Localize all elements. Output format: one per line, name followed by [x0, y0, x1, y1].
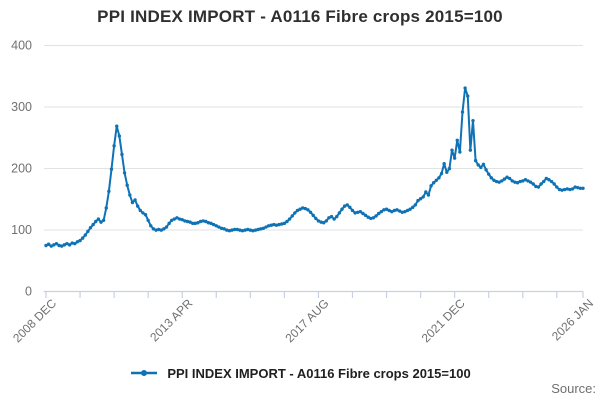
- svg-text:100: 100: [11, 223, 32, 237]
- chart-title: PPI INDEX IMPORT - A0116 Fibre crops 201…: [97, 7, 503, 26]
- series-point-markers: [44, 86, 585, 248]
- x-axis: [43, 290, 584, 298]
- svg-text:2021 DEC: 2021 DEC: [419, 296, 468, 345]
- svg-text:0: 0: [25, 285, 32, 299]
- svg-text:400: 400: [11, 39, 32, 53]
- legend-series-label: PPI INDEX IMPORT - A0116 Fibre crops 201…: [167, 365, 471, 381]
- y-axis-tick-labels: 0 100 200 300 400: [11, 39, 32, 299]
- svg-text:2026 JAN: 2026 JAN: [549, 296, 596, 343]
- svg-text:2013 APR: 2013 APR: [147, 296, 195, 344]
- legend: PPI INDEX IMPORT - A0116 Fibre crops 201…: [0, 363, 600, 383]
- source-label: Source:: [551, 381, 596, 396]
- svg-text:2008 DEC: 2008 DEC: [10, 296, 59, 345]
- gridlines: [44, 45, 583, 231]
- svg-text:200: 200: [11, 162, 32, 176]
- legend-line-marker-icon: [131, 370, 158, 376]
- x-axis-tick-labels: 2008 DEC 2013 APR 2017 AUG 2021 DEC 2026 JAN: [10, 296, 596, 345]
- line-chart-plot-area: 0 100 200 300 400 2008 DEC 2013 APR 2017 AUG 202…: [10, 39, 596, 346]
- svg-text:300: 300: [11, 100, 32, 114]
- svg-text:2017 AUG: 2017 AUG: [282, 296, 331, 345]
- series-line: [45, 87, 584, 248]
